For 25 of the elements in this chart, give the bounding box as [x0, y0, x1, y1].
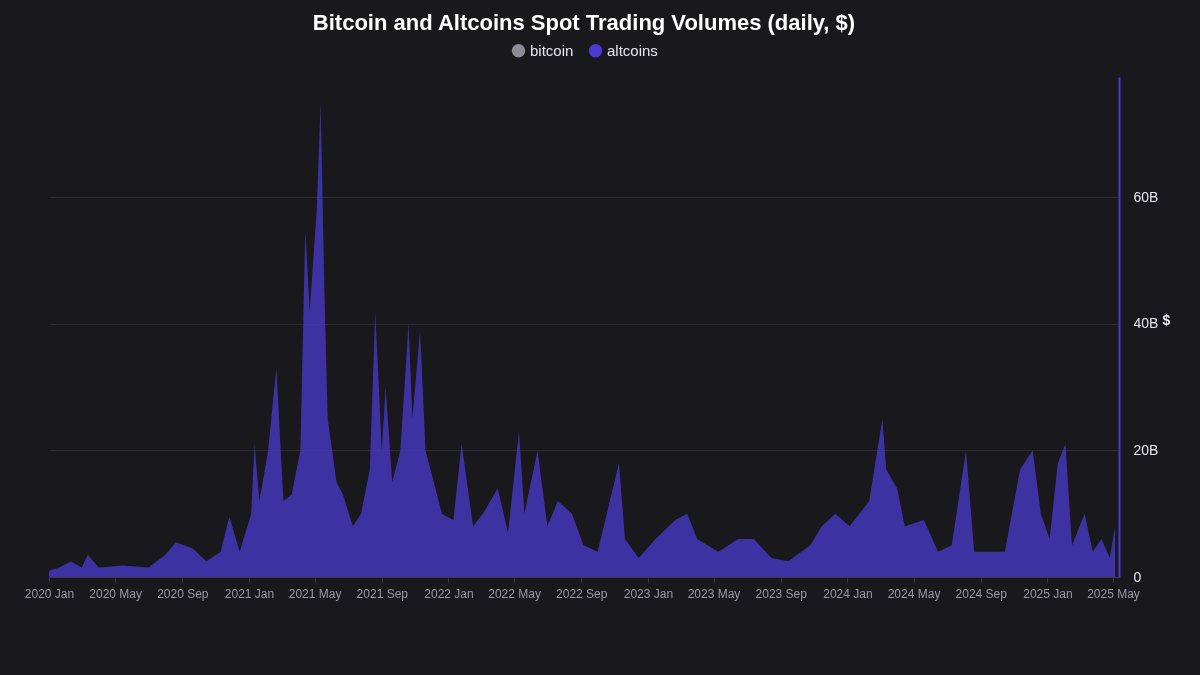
x-tick-label: 2025 Jan [1023, 586, 1073, 601]
x-tick-label: 2024 Jan [823, 586, 873, 601]
x-tick-label: 2023 Sep [755, 586, 808, 601]
x-tick-label: 2020 Sep [157, 586, 209, 601]
y-tick-label: 20B [1133, 441, 1159, 458]
x-tick-label: 2023 Jan [623, 586, 674, 601]
chart-title: Bitcoin and Altcoins Spot Trading Volumes (daily, $) [312, 10, 856, 35]
x-tick-label: 2023 May [687, 586, 741, 601]
x-tick-label: 2025 May [1087, 586, 1140, 601]
legend-label: bitcoin [530, 41, 574, 59]
x-tick-label: 2022 Sep [556, 586, 608, 601]
y-tick-label: 60B [1133, 188, 1159, 205]
x-tick-label: 2020 Jan [24, 586, 75, 601]
x-tick-label: 2024 May [887, 586, 941, 601]
x-tick-label: 2022 May [488, 586, 541, 601]
x-tick-label: 2021 Sep [356, 586, 409, 601]
x-tick-label: 2024 Sep [955, 586, 1008, 601]
x-tick-label: 2021 May [288, 586, 342, 601]
x-tick-label: 2021 Jan [224, 586, 275, 601]
x-tick-label: 2022 Jan [424, 586, 474, 601]
legend-label: altcoins [607, 41, 658, 59]
y-tick-label: 0 [1133, 568, 1142, 585]
x-tick-label: 2020 May [89, 586, 142, 601]
y-tick-label: 40B [1133, 315, 1159, 332]
y-axis-title: $ [1162, 311, 1171, 328]
